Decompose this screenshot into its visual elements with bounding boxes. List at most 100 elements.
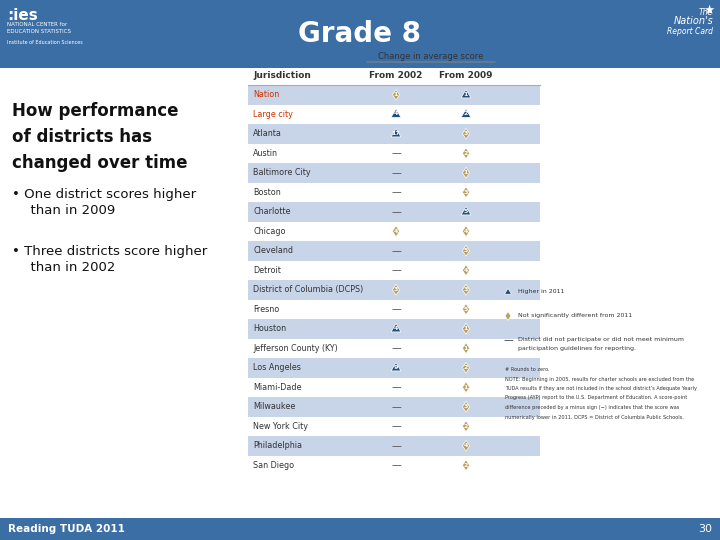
Bar: [248, 260, 540, 280]
Text: San Diego: San Diego: [253, 461, 294, 470]
Text: 1: 1: [464, 92, 468, 97]
Text: Charlotte: Charlotte: [253, 207, 290, 216]
Text: 2: 2: [464, 424, 468, 429]
Text: 4: 4: [464, 268, 468, 273]
Text: Report Card: Report Card: [667, 27, 713, 36]
Text: 5: 5: [464, 307, 468, 312]
Text: Nation: Nation: [253, 90, 279, 99]
Text: —: —: [391, 460, 401, 470]
Text: changed over time: changed over time: [12, 154, 187, 172]
Bar: [248, 377, 540, 397]
Bar: [248, 319, 540, 339]
Text: 9: 9: [394, 364, 398, 370]
Bar: [248, 436, 540, 456]
Text: —: —: [391, 148, 401, 158]
Text: Change in average score: Change in average score: [378, 52, 484, 61]
Text: Institute of Education Sciences: Institute of Education Sciences: [7, 40, 83, 45]
Text: Atlanta: Atlanta: [253, 129, 282, 138]
Text: # Rounds to zero.: # Rounds to zero.: [505, 367, 549, 372]
Text: —: —: [391, 187, 401, 197]
Polygon shape: [391, 129, 401, 137]
Polygon shape: [461, 109, 471, 117]
Text: —: —: [391, 265, 401, 275]
Polygon shape: [462, 265, 469, 276]
Bar: [248, 183, 540, 202]
Text: Jurisdiction: Jurisdiction: [253, 71, 311, 80]
Bar: [248, 280, 540, 300]
Text: —: —: [503, 335, 513, 345]
Polygon shape: [391, 109, 401, 117]
Text: 4: 4: [394, 111, 398, 116]
Text: —: —: [391, 304, 401, 314]
Text: Nation's: Nation's: [673, 16, 713, 26]
Text: NATIONAL CENTER for: NATIONAL CENTER for: [7, 22, 67, 27]
Text: —: —: [391, 168, 401, 178]
Polygon shape: [462, 148, 469, 159]
Bar: [248, 144, 540, 163]
Text: District of Columbia (DCPS): District of Columbia (DCPS): [253, 285, 364, 294]
Text: Milwaukee: Milwaukee: [253, 402, 295, 411]
Text: than in 2002: than in 2002: [22, 261, 115, 274]
Polygon shape: [462, 323, 469, 334]
Polygon shape: [392, 226, 400, 237]
Polygon shape: [462, 440, 469, 451]
Polygon shape: [391, 362, 401, 371]
Bar: [248, 124, 540, 144]
Text: 2: 2: [464, 463, 468, 468]
Polygon shape: [462, 128, 469, 139]
Text: How performance: How performance: [12, 102, 179, 120]
Bar: [248, 300, 540, 319]
Text: TUDA results if they are not included in the school district’s Adequate Yearly: TUDA results if they are not included in…: [505, 386, 697, 391]
Bar: [248, 202, 540, 221]
Text: 1: 1: [464, 170, 468, 176]
Text: than in 2009: than in 2009: [22, 204, 115, 217]
Text: Grade 8: Grade 8: [299, 20, 421, 48]
Text: 2: 2: [464, 365, 468, 370]
Text: Houston: Houston: [253, 324, 286, 333]
Polygon shape: [462, 421, 469, 432]
Text: Detroit: Detroit: [253, 266, 281, 275]
Text: The: The: [698, 8, 713, 17]
Text: —: —: [391, 402, 401, 411]
Text: —: —: [391, 382, 401, 392]
Polygon shape: [392, 89, 400, 100]
Polygon shape: [461, 206, 471, 215]
Text: Not significantly different from 2011: Not significantly different from 2011: [518, 313, 632, 318]
Text: 4: 4: [394, 326, 398, 330]
Polygon shape: [462, 167, 469, 178]
Text: Higher in 2011: Higher in 2011: [518, 289, 564, 294]
Text: Progress (AYP) report to the U.S. Department of Education. A score-point: Progress (AYP) report to the U.S. Depart…: [505, 395, 688, 401]
Text: 3: 3: [464, 190, 468, 195]
Bar: [0, 518, 720, 540]
Text: 1: 1: [464, 384, 468, 390]
Polygon shape: [462, 303, 469, 315]
Polygon shape: [462, 343, 469, 354]
Text: New York City: New York City: [253, 422, 308, 431]
Text: Miami-Dade: Miami-Dade: [253, 383, 302, 391]
Text: Philadelphia: Philadelphia: [253, 441, 302, 450]
Text: 4: 4: [464, 229, 468, 234]
Bar: [248, 339, 540, 358]
Polygon shape: [505, 312, 511, 321]
Text: :ies: :ies: [7, 8, 37, 23]
Text: 5: 5: [464, 248, 468, 253]
Text: 30: 30: [698, 524, 712, 534]
Polygon shape: [461, 90, 471, 98]
Text: District did not participate or did not meet minimum: District did not participate or did not …: [518, 337, 684, 342]
Text: ★: ★: [703, 4, 714, 17]
Text: —: —: [391, 421, 401, 431]
Text: —: —: [391, 441, 401, 451]
Text: —: —: [391, 207, 401, 217]
Text: 1: 1: [464, 346, 468, 351]
Text: 17: 17: [392, 131, 400, 136]
Bar: [248, 358, 540, 377]
Text: 2: 2: [464, 151, 468, 156]
Text: 3: 3: [464, 287, 468, 292]
Text: Cleveland: Cleveland: [253, 246, 293, 255]
Bar: [248, 397, 540, 416]
Text: 1: 1: [464, 326, 468, 331]
Bar: [0, 0, 720, 68]
Text: 4: 4: [394, 229, 398, 234]
Text: Reading TUDA 2011: Reading TUDA 2011: [8, 524, 125, 534]
Polygon shape: [462, 362, 469, 373]
